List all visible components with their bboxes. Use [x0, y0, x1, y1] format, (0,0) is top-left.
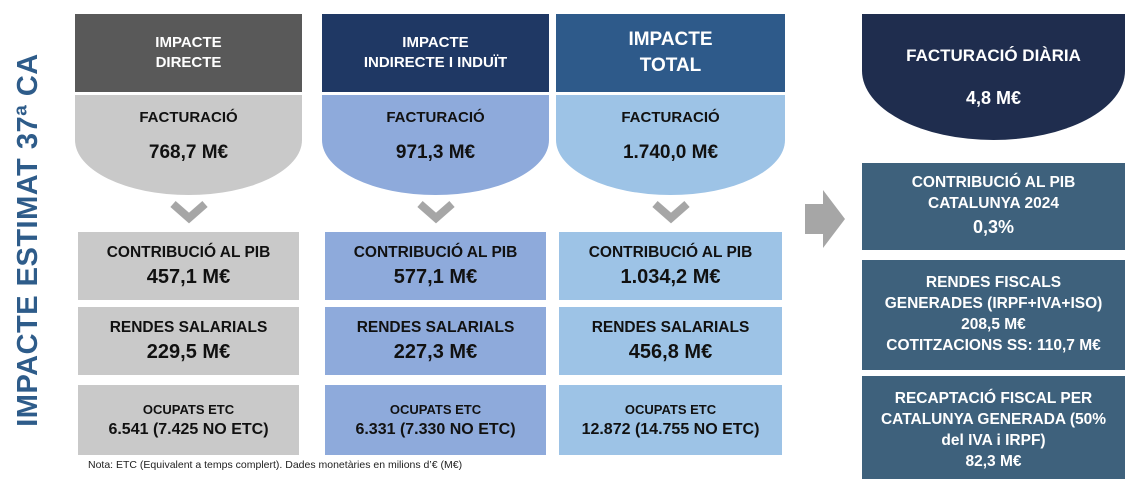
header-line: IMPACTE [402, 33, 469, 51]
revenue-label: FACTURACIÓ [386, 109, 485, 126]
revenue-value: 1.740,0 M€ [622, 142, 719, 163]
revenue-value: 971,3 M€ [395, 142, 476, 163]
wages-label: RENDES SALARIALS [109, 318, 268, 336]
column-header: IMPACTE INDIRECTE I INDUÏT [322, 14, 549, 92]
column-header: IMPACTE DIRECTE [75, 14, 302, 92]
gdp-label: CONTRIBUCIÓ AL PIB [588, 243, 753, 261]
header-line: DIRECTE [155, 54, 222, 71]
wages-value: 227,3 M€ [393, 340, 478, 363]
summary-line: GENERADES (IRPF+IVA+ISO) [884, 295, 1103, 313]
wages-label: RENDES SALARIALS [591, 318, 750, 336]
gdp-value: 577,1 M€ [393, 265, 478, 288]
summary-line: del IVA i IRPF) [941, 432, 1046, 449]
revenue-shape: FACTURACIÓ 768,7 M€ [75, 95, 302, 195]
gdp-label: CONTRIBUCIÓ AL PIB [353, 243, 518, 261]
jobs-value: 12.872 (14.755 NO ETC) [581, 420, 760, 438]
revenue-shape: FACTURACIÓ 971,3 M€ [322, 95, 549, 195]
summary-line: CONTRIBUCIÓ AL PIB [911, 174, 1076, 192]
jobs-box: OCUPATS ETC 6.541 (7.425 NO ETC) [78, 385, 299, 455]
summary-line: CATALUNYA 2024 [928, 195, 1059, 213]
column-header: IMPACTE TOTAL [556, 14, 785, 92]
gdp-label: CONTRIBUCIÓ AL PIB [106, 243, 271, 261]
summary-line: COTITZACIONS SS: 110,7 M€ [886, 336, 1101, 354]
summary-box: RENDES FISCALS GENERADES (IRPF+IVA+ISO) 20… [862, 260, 1125, 370]
jobs-box: OCUPATS ETC 12.872 (14.755 NO ETC) [559, 385, 782, 455]
revenue-shape: FACTURACIÓ 1.740,0 M€ [556, 95, 785, 195]
wages-box: RENDES SALARIALS 227,3 M€ [325, 307, 546, 375]
note: Nota: ETC (Equivalent a temps complert).… [88, 459, 463, 471]
summary-box: CONTRIBUCIÓ AL PIB CATALUNYA 2024 0,3% [862, 163, 1125, 250]
chevron [651, 200, 690, 224]
summary-line: 208,5 M€ [961, 316, 1026, 333]
daily-value: 4,8 M€ [965, 87, 1022, 108]
summary-line: CATALUNYA GENERADA (50% [880, 411, 1107, 429]
gdp-box: CONTRIBUCIÓ AL PIB 577,1 M€ [325, 232, 546, 300]
header-line: IMPACTE [628, 29, 713, 51]
summary-line: 82,3 M€ [965, 452, 1022, 470]
summary-line: RENDES FISCALS [925, 274, 1062, 292]
daily-label: FACTURACIÓ DIÀRIA [906, 45, 1081, 65]
jobs-label: OCUPATS ETC [142, 401, 235, 417]
wages-value: 229,5 M€ [146, 340, 231, 363]
summary-box: RECAPTACIÓ FISCAL PER CATALUNYA GENERADA … [862, 376, 1125, 479]
gdp-box: CONTRIBUCIÓ AL PIB 1.034,2 M€ [559, 232, 782, 300]
gdp-box: CONTRIBUCIÓ AL PIB 457,1 M€ [78, 232, 299, 300]
jobs-label: OCUPATS ETC [389, 401, 482, 417]
header-line: INDIRECTE I INDUÏT [363, 54, 508, 71]
wages-box: RENDES SALARIALS 229,5 M€ [78, 307, 299, 375]
daily-revenue: FACTURACIÓ DIÀRIA 4,8 M€ [862, 14, 1125, 140]
jobs-value: 6.331 (7.330 NO ETC) [355, 420, 516, 438]
jobs-label: OCUPATS ETC [624, 401, 717, 417]
revenue-value: 768,7 M€ [148, 142, 229, 163]
gdp-value: 457,1 M€ [146, 265, 231, 288]
header-line: TOTAL [639, 55, 702, 76]
side-title: IMPACTE ESTIMAT 37ª CA [12, 53, 44, 427]
chevron [169, 200, 208, 224]
chevron [416, 200, 455, 224]
summary-line: 0,3% [972, 217, 1015, 238]
revenue-label: FACTURACIÓ [139, 109, 238, 126]
jobs-value: 6.541 (7.425 NO ETC) [108, 420, 269, 438]
jobs-box: OCUPATS ETC 6.331 (7.330 NO ETC) [325, 385, 546, 455]
header-line: IMPACTE [155, 33, 222, 51]
wages-value: 456,8 M€ [628, 340, 713, 363]
revenue-label: FACTURACIÓ [621, 109, 720, 126]
gdp-value: 1.034,2 M€ [620, 265, 721, 288]
wages-label: RENDES SALARIALS [356, 318, 515, 336]
summary-line: RECAPTACIÓ FISCAL PER [894, 390, 1093, 408]
arrow [805, 190, 845, 248]
wages-box: RENDES SALARIALS 456,8 M€ [559, 307, 782, 375]
